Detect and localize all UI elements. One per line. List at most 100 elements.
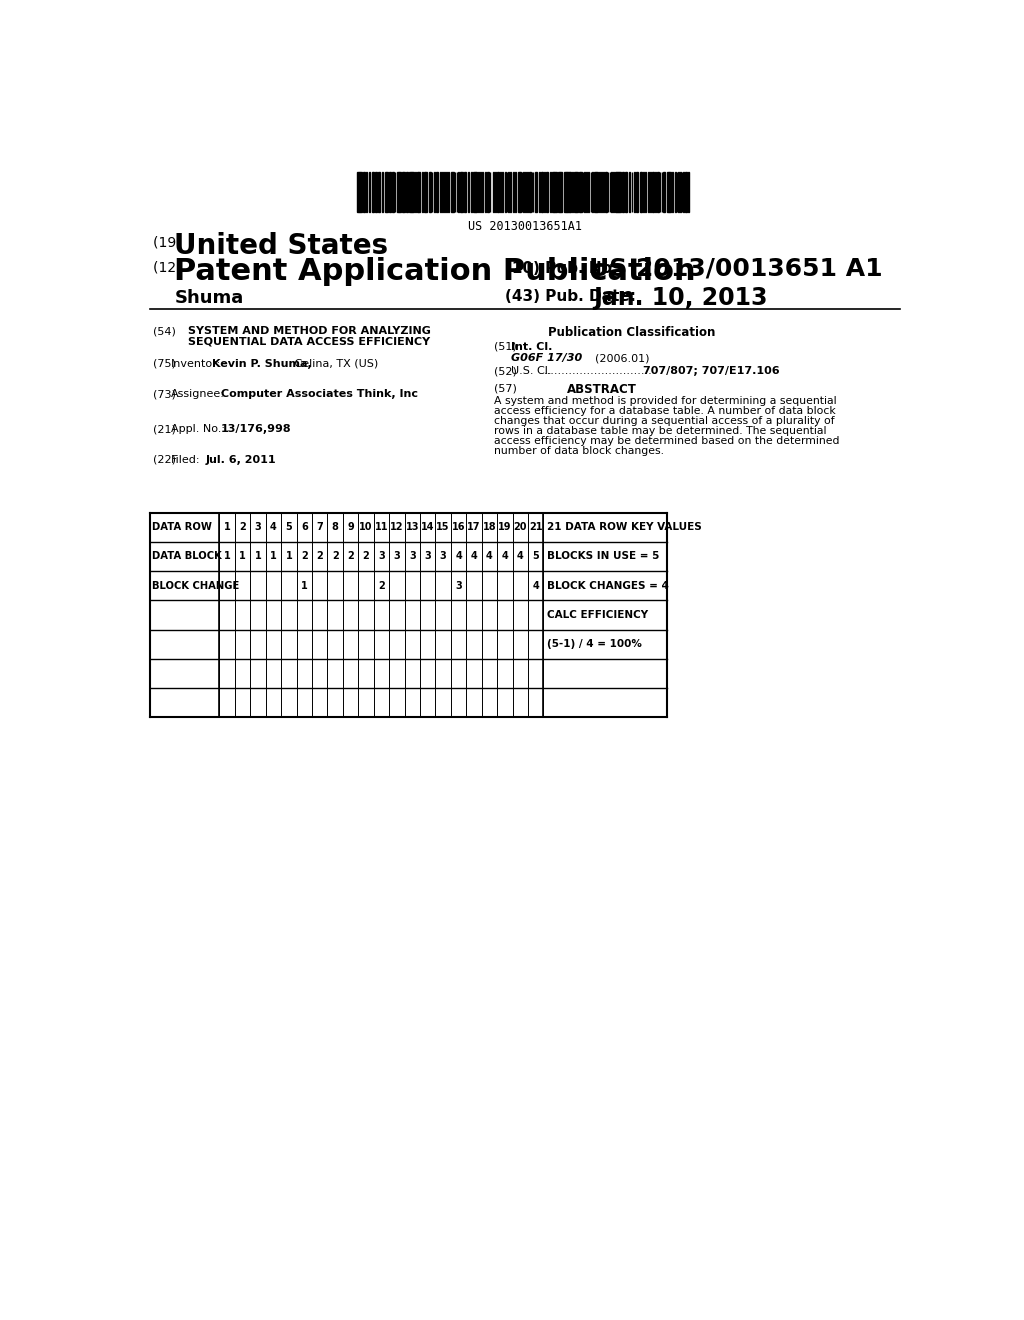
Bar [403,173,404,213]
Bar [424,173,425,213]
Text: BLOCKS IN USE = 5: BLOCKS IN USE = 5 [547,552,659,561]
Bar [417,173,418,213]
Bar [657,173,659,213]
Bar [360,173,361,213]
Bar [495,173,496,213]
Bar [664,173,665,213]
Bar [385,173,386,213]
Bar [401,173,402,213]
Text: 2: 2 [347,552,354,561]
Bar [536,173,537,213]
Bar [407,173,409,213]
Text: 1: 1 [301,581,307,591]
Text: 17: 17 [467,523,480,532]
Text: 4: 4 [502,552,508,561]
Text: 1: 1 [255,552,261,561]
Bar [482,173,483,213]
Bar [465,173,466,213]
Text: 1: 1 [224,552,230,561]
Bar [439,173,441,213]
Bar [433,173,435,213]
Text: 12: 12 [390,523,403,532]
Text: 20: 20 [513,523,527,532]
Text: 13: 13 [406,523,419,532]
Text: 2: 2 [332,552,339,561]
Bar [508,173,509,213]
Text: 6: 6 [301,523,307,532]
Bar [613,173,614,213]
Text: United States: United States [174,231,389,260]
Text: 3: 3 [456,581,462,591]
Text: DATA ROW: DATA ROW [152,523,212,532]
Bar [541,173,542,213]
Bar [596,173,598,213]
Bar [493,173,494,213]
Bar [444,173,445,213]
Text: changes that occur during a sequential access of a plurality of: changes that occur during a sequential a… [494,416,835,425]
Text: SYSTEM AND METHOD FOR ANALYZING: SYSTEM AND METHOD FOR ANALYZING [188,326,431,337]
Text: A system and method is provided for determining a sequential: A system and method is provided for dete… [494,396,837,405]
Text: 3: 3 [378,552,385,561]
Text: access efficiency for a database table. A number of data block: access efficiency for a database table. … [494,405,836,416]
Bar [577,173,578,213]
Text: (75): (75) [153,359,176,368]
Text: (54): (54) [153,326,176,337]
Bar [415,173,416,213]
Bar [654,173,655,213]
Bar [558,173,560,213]
Text: rows in a database table may be determined. The sequential: rows in a database table may be determin… [494,425,826,436]
Text: 4: 4 [517,552,523,561]
Bar [672,173,673,213]
Text: 3: 3 [393,552,400,561]
Bar [581,173,582,213]
Text: 16: 16 [452,523,465,532]
Text: 2: 2 [316,552,324,561]
Bar [419,173,420,213]
Text: 4: 4 [486,552,493,561]
Text: Computer Associates Think, Inc: Computer Associates Think, Inc [221,389,418,400]
Bar [389,173,391,213]
Text: 707/807; 707/E17.106: 707/807; 707/E17.106 [643,367,780,376]
Bar [546,173,548,213]
Bar [650,173,651,213]
Text: G06F 17/30: G06F 17/30 [511,354,582,363]
Bar [436,173,438,213]
Text: BLOCK CHANGE: BLOCK CHANGE [152,581,240,591]
Bar [599,173,600,213]
Text: (22): (22) [153,455,176,465]
Text: Patent Application Publication: Patent Application Publication [174,257,696,286]
Text: 2: 2 [378,581,385,591]
Bar [641,173,642,213]
Text: (52): (52) [494,367,517,376]
Bar [382,173,383,213]
Text: 3: 3 [255,523,261,532]
Text: 2: 2 [301,552,307,561]
Bar [670,173,671,213]
Bar [594,173,596,213]
Text: ABSTRACT: ABSTRACT [567,383,637,396]
Text: 1: 1 [270,552,276,561]
Text: 10: 10 [359,523,373,532]
Bar [484,173,486,213]
Bar [386,173,387,213]
Text: 14: 14 [421,523,434,532]
Bar [567,173,569,213]
Bar [552,173,554,213]
Bar [510,173,511,213]
Bar [356,173,358,213]
Bar [399,173,400,213]
Text: 4: 4 [532,581,539,591]
Bar [375,173,377,213]
Text: 3: 3 [424,552,431,561]
Text: 8: 8 [332,523,339,532]
Text: Publication Classification: Publication Classification [548,326,716,339]
Bar [425,173,427,213]
Bar [422,173,423,213]
Bar [452,173,454,213]
Bar [513,173,514,213]
Text: 4: 4 [270,523,276,532]
Text: 15: 15 [436,523,450,532]
Text: 21 DATA ROW KEY VALUES: 21 DATA ROW KEY VALUES [547,523,702,532]
Bar [518,173,520,213]
Bar [667,173,669,213]
